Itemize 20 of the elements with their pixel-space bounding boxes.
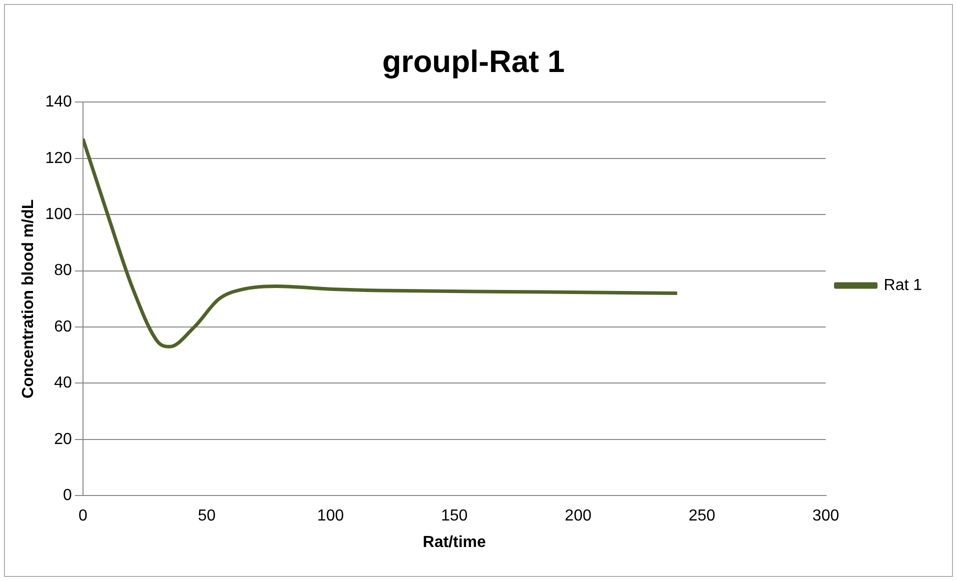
legend-label: Rat 1 [884, 276, 922, 294]
x-tick-label: 300 [812, 508, 840, 525]
x-tick-label: 50 [198, 508, 216, 525]
y-axis-title: Concentration blood m/dL [20, 199, 38, 398]
x-tick-label: 250 [688, 508, 716, 525]
x-tick-label: 150 [440, 508, 468, 525]
chart-title: groupl-Rat 1 [382, 44, 565, 80]
y-tick-label: 20 [54, 430, 72, 448]
x-axis-title: Rat/time [422, 534, 486, 551]
line-series [82, 136, 679, 348]
y-tick-label: 120 [45, 150, 72, 167]
y-tick-label: 60 [54, 318, 72, 336]
x-tick-label: 0 [78, 508, 88, 525]
y-tick-label: 100 [45, 206, 72, 224]
y-tick-label: 40 [54, 374, 72, 392]
y-tick-label: 0 [62, 487, 72, 504]
y-tick-label: 80 [54, 262, 72, 280]
x-tick-label: 200 [564, 508, 592, 525]
y-tick-label: 140 [45, 94, 72, 111]
x-tick-label: 100 [317, 508, 344, 525]
